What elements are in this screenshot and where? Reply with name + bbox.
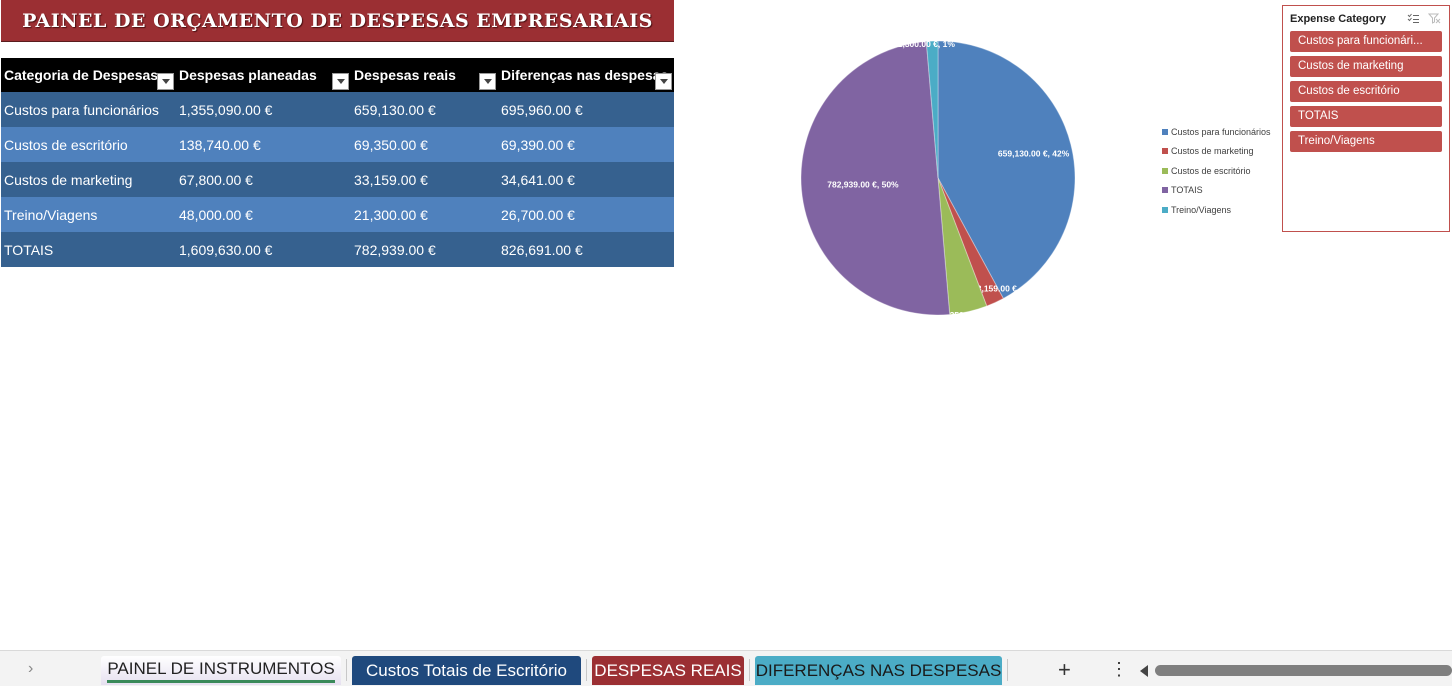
cell[interactable]: Custos de escritório bbox=[1, 127, 176, 162]
cell[interactable]: Treino/Viagens bbox=[1, 197, 176, 232]
multi-select-icon[interactable] bbox=[1407, 13, 1420, 24]
header-actual: Despesas reais bbox=[351, 58, 498, 92]
pie-data-label: 33,159.00 €, 2% bbox=[972, 283, 1034, 293]
filter-dropdown-icon[interactable] bbox=[157, 73, 174, 90]
pie-slice[interactable] bbox=[800, 40, 951, 316]
legend-label: Custos para funcionários bbox=[1171, 126, 1271, 137]
tab-divider bbox=[346, 659, 347, 681]
slicer-items: Custos para funcionári... Custos de marke… bbox=[1283, 31, 1449, 152]
slicer-item[interactable]: Custos para funcionári... bbox=[1290, 31, 1442, 52]
chevron-right-icon[interactable]: › bbox=[28, 660, 34, 677]
cell[interactable]: 782,939.00 € bbox=[351, 232, 498, 267]
legend-swatch bbox=[1162, 206, 1168, 213]
scroll-left-icon[interactable] bbox=[1140, 665, 1148, 677]
cell[interactable]: 33,159.00 € bbox=[351, 162, 498, 197]
tab-divider bbox=[586, 659, 587, 681]
pie-slice[interactable] bbox=[925, 40, 939, 179]
cell[interactable]: 48,000.00 € bbox=[176, 197, 351, 232]
horizontal-scrollbar[interactable] bbox=[1155, 665, 1452, 676]
cell[interactable]: 21,300.00 € bbox=[351, 197, 498, 232]
filter-dropdown-icon[interactable] bbox=[655, 73, 672, 90]
filter-dropdown-icon[interactable] bbox=[479, 73, 496, 90]
dashboard-title-banner: PAINEL DE ORÇAMENTO DE DESPESAS EMPRESAR… bbox=[1, 0, 674, 42]
cell[interactable]: Custos para funcionários bbox=[1, 92, 176, 127]
table-header-row: Categoria de Despesas Despesas planeadas… bbox=[1, 58, 674, 92]
table-row: Treino/Viagens 48,000.00 € 21,300.00 € 2… bbox=[1, 197, 674, 232]
legend-label: Treino/Viagens bbox=[1171, 204, 1232, 215]
expense-category-slicer[interactable]: Expense Category Custos para funcionári.… bbox=[1282, 5, 1450, 232]
tab-divider bbox=[749, 659, 750, 681]
legend-item: TOTAIS bbox=[1162, 181, 1271, 201]
pie-slice[interactable] bbox=[937, 177, 988, 316]
cell[interactable]: TOTAIS bbox=[1, 232, 176, 267]
pie-data-label: 782,939.00 €, 50% bbox=[827, 179, 899, 189]
cell[interactable]: 69,350.00 € bbox=[351, 127, 498, 162]
header-difference: Diferenças nas despesas bbox=[498, 58, 674, 92]
tab-custos-totais[interactable]: Custos Totais de Escritório bbox=[352, 656, 581, 685]
cell[interactable]: 659,130.00 € bbox=[351, 92, 498, 127]
pie-data-label: 21,300.00 €, 1% bbox=[893, 39, 955, 49]
legend-swatch bbox=[1162, 128, 1168, 135]
plus-icon[interactable]: + bbox=[1058, 657, 1071, 682]
tab-painel-de-instrumentos[interactable]: PAINEL DE INSTRUMENTOS bbox=[101, 656, 341, 685]
pie-slice[interactable] bbox=[937, 40, 1076, 300]
legend-label: TOTAIS bbox=[1171, 185, 1203, 196]
filter-dropdown-icon[interactable] bbox=[332, 73, 349, 90]
table-row-totals: TOTAIS 1,609,630.00 € 782,939.00 € 826,6… bbox=[1, 232, 674, 267]
sheet-tab-bar: › PAINEL DE INSTRUMENTOS Custos Totais d… bbox=[0, 650, 1452, 686]
table-row: Custos de escritório 138,740.00 € 69,350… bbox=[1, 127, 674, 162]
legend-label: Custos de marketing bbox=[1171, 146, 1254, 157]
cell[interactable]: 69,390.00 € bbox=[498, 127, 674, 162]
slicer-item[interactable]: TOTAIS bbox=[1290, 106, 1442, 127]
slicer-item[interactable]: Custos de escritório bbox=[1290, 81, 1442, 102]
dashboard-title: PAINEL DE ORÇAMENTO DE DESPESAS EMPRESAR… bbox=[22, 9, 653, 32]
cell[interactable]: 695,960.00 € bbox=[498, 92, 674, 127]
tab-despesas-reais[interactable]: DESPESAS REAIS bbox=[592, 656, 744, 685]
cell[interactable]: 34,641.00 € bbox=[498, 162, 674, 197]
cell[interactable]: 1,355,090.00 € bbox=[176, 92, 351, 127]
cell[interactable]: 826,691.00 € bbox=[498, 232, 674, 267]
cell[interactable]: 67,800.00 € bbox=[176, 162, 351, 197]
legend-item: Custos de marketing bbox=[1162, 142, 1271, 162]
cell[interactable]: Custos de marketing bbox=[1, 162, 176, 197]
legend-item: Custos para funcionários bbox=[1162, 122, 1271, 142]
clear-filter-icon[interactable] bbox=[1428, 13, 1441, 24]
cell[interactable]: 138,740.00 € bbox=[176, 127, 351, 162]
legend-item: Custos de escritório bbox=[1162, 161, 1271, 181]
header-category: Categoria de Despesas bbox=[1, 58, 176, 92]
more-vertical-icon[interactable]: ⋮ bbox=[1110, 659, 1128, 679]
pie-data-label: 659,130.00 €, 42% bbox=[998, 149, 1070, 159]
legend-swatch bbox=[1162, 167, 1168, 174]
tab-diferencas[interactable]: DIFERENÇAS NAS DESPESAS bbox=[755, 656, 1002, 685]
slicer-item[interactable]: Custos de marketing bbox=[1290, 56, 1442, 77]
expense-table: Categoria de Despesas Despesas planeadas… bbox=[1, 58, 674, 267]
pie-slice[interactable] bbox=[937, 177, 1004, 307]
legend-swatch bbox=[1162, 148, 1168, 155]
legend-swatch bbox=[1162, 187, 1168, 194]
tab-divider bbox=[1007, 659, 1008, 681]
cell[interactable]: 26,700.00 € bbox=[498, 197, 674, 232]
chart-legend: Custos para funcionários Custos de market… bbox=[1162, 122, 1271, 220]
slicer-header: Expense Category bbox=[1283, 6, 1449, 31]
slicer-title: Expense Category bbox=[1290, 12, 1386, 25]
slicer-item[interactable]: Treino/Viagens bbox=[1290, 131, 1442, 152]
table-row: Custos para funcionários 1,355,090.00 € … bbox=[1, 92, 674, 127]
legend-item: Treino/Viagens bbox=[1162, 200, 1271, 220]
legend-label: Custos de escritório bbox=[1171, 165, 1251, 176]
header-planned: Despesas planeadas bbox=[176, 58, 351, 92]
pie-data-label: 69,350.00 €, 5% bbox=[938, 310, 1000, 320]
expense-pie-chart[interactable]: 659,130.00 €, 42% 33,159.00 €, 2% 69,350.0… bbox=[780, 30, 1110, 330]
table-row: Custos de marketing 67,800.00 € 33,159.0… bbox=[1, 162, 674, 197]
cell[interactable]: 1,609,630.00 € bbox=[176, 232, 351, 267]
